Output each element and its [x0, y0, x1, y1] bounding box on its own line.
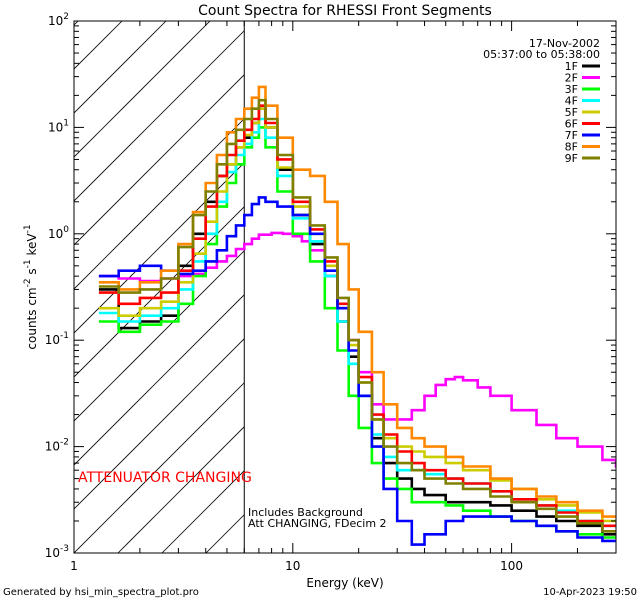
y-tick-label: 100: [48, 225, 69, 241]
att-state-annotation: Att CHANGING, FDecim 2: [248, 517, 387, 530]
x-tick-label: 100: [500, 559, 523, 573]
attenuator-changing-annotation: ATTENUATOR CHANGING: [78, 470, 252, 486]
legend-label-7F: 7F: [565, 129, 578, 142]
y-tick-label: 10-3: [45, 544, 69, 560]
hatch-line: [74, 21, 167, 114]
legend-label-3F: 3F: [565, 83, 578, 96]
hatch-line: [74, 21, 123, 70]
footer-timestamp: 10-Apr-2023 19:50: [543, 587, 637, 598]
background-annotation: Includes Background: [248, 506, 363, 519]
legend-label-1F: 1F: [565, 60, 578, 73]
y-tick-label: 102: [48, 12, 69, 28]
plot-frame: [73, 20, 617, 554]
y-tick-label: 10-1: [45, 331, 69, 347]
y-axis-label-text: counts cm-2​ s-1​ keV-1​: [23, 224, 39, 349]
legend-label-9F: 9F: [565, 152, 578, 165]
y-axis-label: counts cm-2​ s-1​ keV-1​: [23, 224, 39, 349]
date-label: 17-Nov-2002: [529, 37, 600, 50]
axis-ticks: [73, 20, 617, 554]
x-tick-label: 10: [285, 559, 300, 573]
plot-area-background: [244, 21, 616, 553]
attenuator-hatch-region: [74, 21, 616, 553]
legend-label-6F: 6F: [565, 118, 578, 131]
chart-title: Count Spectra for RHESSI Front Segments: [198, 3, 492, 19]
footer-generated-by: Generated by hsi_min_spectra_plot.pro: [3, 587, 199, 598]
x-tick-label: 1: [70, 559, 78, 573]
series-line-9F: [98, 98, 616, 533]
legend-label-4F: 4F: [565, 95, 578, 108]
legend-label-8F: 8F: [565, 141, 578, 154]
hatch-line: [74, 21, 255, 202]
x-axis-label: Energy (keV): [306, 576, 383, 590]
y-tick-label: 10-2: [45, 438, 69, 454]
legend-label-2F: 2F: [565, 72, 578, 85]
hatch-line: [74, 21, 211, 158]
legend-label-5F: 5F: [565, 106, 578, 119]
time-range-label: 05:37:00 to 05:38:00: [483, 48, 600, 61]
y-tick-label: 101: [48, 118, 69, 134]
